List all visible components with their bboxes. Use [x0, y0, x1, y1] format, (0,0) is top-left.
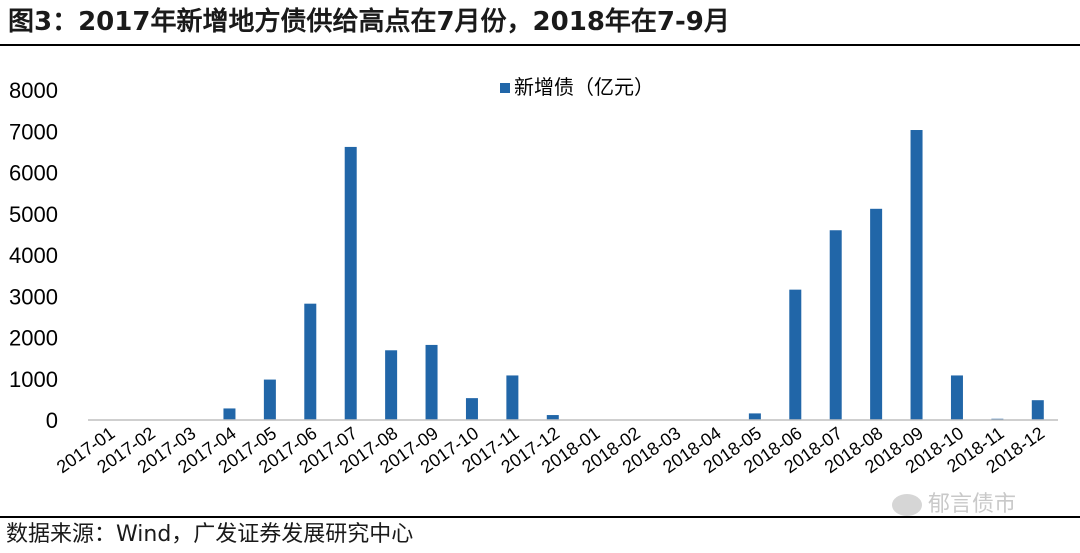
- bar-2017-07: [344, 146, 357, 421]
- bar-2017-04: [223, 408, 236, 420]
- legend-swatch: [500, 83, 510, 93]
- y-tick-label: 1000: [9, 367, 58, 392]
- bar-2018-12: [1031, 400, 1044, 420]
- x-axis: 2017-012017-022017-032017-042017-052017-…: [53, 423, 1048, 477]
- title-rule: [0, 44, 1080, 46]
- bar-2018-06: [789, 289, 802, 420]
- y-tick-label: 7000: [9, 119, 58, 144]
- bar-2018-05: [748, 413, 761, 420]
- source-rule: [0, 516, 1080, 518]
- figure-title: 图3：2017年新增地方债供给高点在7月份，2018年在7-9月: [8, 7, 730, 37]
- y-tick-label: 2000: [9, 326, 58, 351]
- bar-2017-10: [465, 398, 478, 420]
- bar-2018-09: [910, 130, 923, 420]
- watermark: 郁言债市: [892, 488, 1016, 522]
- bar-chart: 新增债（亿元） 0 1000 2000 3000 4000 5000 6000 7000 800…: [9, 76, 1058, 477]
- bars: [223, 130, 1044, 421]
- legend-label: 新增债（亿元）: [514, 76, 654, 99]
- bar-2018-10: [950, 375, 963, 420]
- wechat-icon: [892, 494, 922, 516]
- bar-2018-07: [829, 230, 842, 420]
- y-tick-label: 5000: [9, 202, 58, 227]
- y-tick-label: 3000: [9, 284, 58, 309]
- y-tick-label: 0: [46, 408, 58, 433]
- y-tick-label: 6000: [9, 161, 58, 186]
- y-axis: 0 1000 2000 3000 4000 5000 6000 7000 8000: [9, 78, 58, 433]
- bar-2017-12: [546, 415, 559, 420]
- watermark-text: 郁言债市: [928, 492, 1017, 517]
- chart-legend: 新增债（亿元）: [500, 76, 654, 99]
- bar-2017-11: [506, 375, 519, 420]
- bar-2018-08: [870, 208, 883, 420]
- bar-2017-09: [425, 344, 438, 420]
- y-tick-label: 4000: [9, 243, 58, 268]
- bar-2017-08: [385, 350, 398, 420]
- data-source: 数据来源：Wind，广发证券发展研究中心: [6, 522, 414, 547]
- y-tick-label: 8000: [9, 78, 58, 103]
- bar-2017-05: [263, 379, 276, 420]
- bar-2017-06: [304, 303, 317, 420]
